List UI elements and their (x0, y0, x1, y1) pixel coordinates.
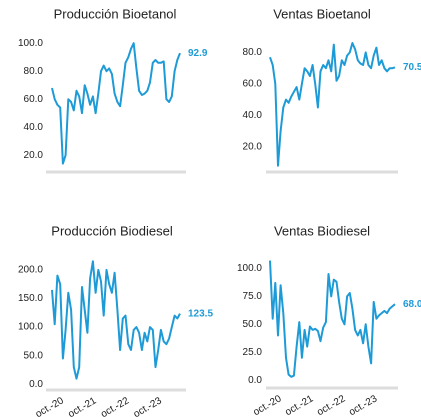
x-tick-label: oct.-22 (99, 395, 131, 417)
end-value-label: 92.9 (188, 48, 208, 59)
chart-title: Producción Biodiesel (51, 223, 173, 238)
x-tick-label: oct.-20 (34, 395, 66, 417)
data-line (269, 260, 396, 378)
chart-title: Ventas Biodiesel (274, 223, 370, 238)
y-tick-label: 80.0 (243, 47, 263, 58)
y-tick-label: 60.0 (243, 79, 263, 90)
y-tick-label: 100.0 (18, 322, 43, 333)
end-value-label: 123.5 (188, 308, 213, 319)
y-tick-label: 0.0 (29, 379, 43, 390)
x-tick-label: oct.-23 (132, 395, 164, 417)
y-tick-label: 80.0 (24, 66, 44, 77)
y-tick-label: 50.0 (24, 350, 44, 361)
data-line (51, 260, 181, 380)
x-tick-label: oct.-21 (66, 395, 98, 417)
y-tick-label: 50.0 (243, 319, 263, 330)
y-tick-label: 100.0 (237, 263, 262, 274)
end-value-label: 70.5 (403, 62, 421, 73)
chart-title: Producción Bioetanol (54, 6, 177, 21)
y-tick-label: 150.0 (18, 293, 43, 304)
y-tick-label: 60.0 (24, 94, 44, 105)
x-tick-label: oct.-22 (315, 393, 347, 417)
y-tick-label: 25.0 (243, 347, 263, 358)
y-tick-label: 75.0 (243, 291, 263, 302)
y-tick-label: 40.0 (24, 122, 44, 133)
end-value-label: 68.0 (403, 299, 421, 310)
y-tick-label: 20.0 (24, 150, 44, 161)
data-line (51, 42, 181, 165)
y-tick-label: 40.0 (243, 110, 263, 121)
x-tick-label: oct.-21 (283, 393, 315, 417)
chart-title: Ventas Bioetanol (273, 6, 371, 21)
y-tick-label: 100.0 (18, 38, 43, 49)
x-tick-label: oct.-20 (251, 393, 283, 417)
x-tick-label: oct.-23 (347, 393, 379, 417)
y-tick-label: 0.0 (248, 375, 262, 386)
data-line (269, 42, 396, 167)
y-tick-label: 20.0 (243, 141, 263, 152)
y-tick-label: 200.0 (18, 265, 43, 276)
